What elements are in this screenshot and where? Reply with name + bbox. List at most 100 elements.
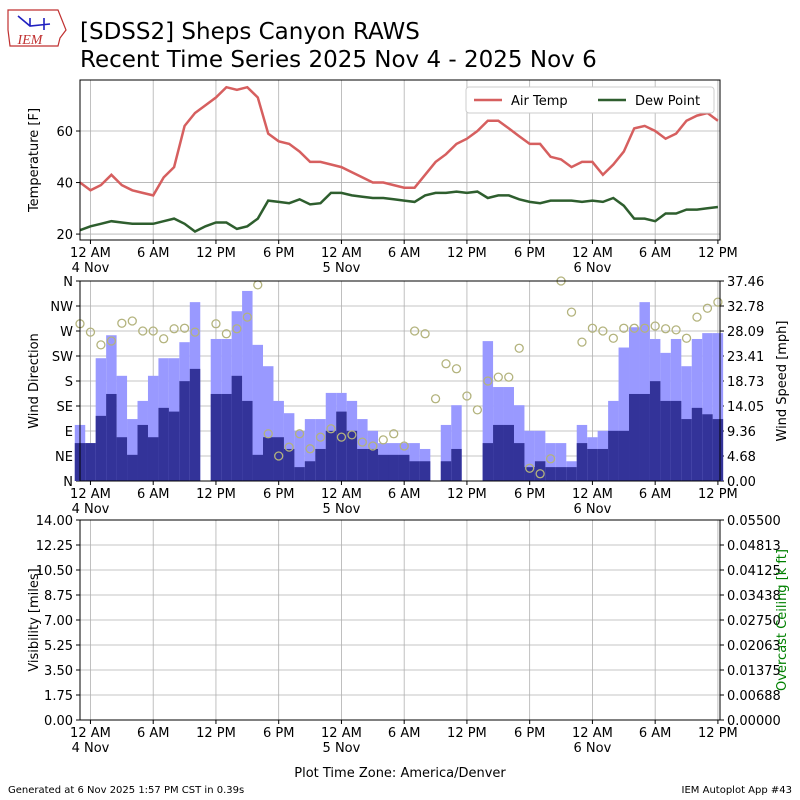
x-tick-label: 12 PM	[447, 487, 487, 502]
bar	[325, 430, 337, 481]
point	[85, 327, 96, 337]
x-tick-label: 12 PM	[196, 726, 236, 741]
plot-frame	[79, 280, 721, 482]
logo: IEM	[7, 9, 67, 48]
bar	[85, 443, 96, 481]
y-tick-label: S	[65, 375, 73, 390]
point	[598, 326, 608, 336]
legend: Air Temp Dew Point	[465, 86, 715, 114]
bar	[681, 419, 692, 481]
x-tick-label: 12 AM 5 Nov	[321, 726, 362, 756]
x-tick-label: 6 PM	[514, 487, 545, 502]
bar	[283, 448, 295, 481]
x-tick-label: 12 PM	[447, 246, 487, 261]
bar	[629, 393, 640, 481]
bar	[440, 424, 452, 481]
point	[106, 336, 117, 346]
bar	[545, 443, 556, 481]
bar	[231, 375, 243, 481]
bar	[670, 400, 682, 481]
y-axis-label: Visibility [miles]	[27, 568, 42, 671]
point	[347, 430, 357, 440]
bar	[147, 437, 159, 481]
footer-right: IEM Autoplot App #43	[682, 785, 792, 796]
x-tick-label: 6 AM	[388, 246, 421, 261]
bar	[242, 400, 253, 481]
point	[619, 323, 629, 333]
x-tick-label: 6 PM	[514, 726, 545, 741]
y2-tick-label: 0.04813	[727, 539, 781, 554]
point	[472, 405, 483, 415]
x-tick-label: 12 AM 6 Nov	[572, 726, 613, 756]
bar	[336, 411, 347, 481]
y-tick-label: 0.00	[44, 714, 73, 729]
bar	[712, 419, 724, 481]
x-tick-label: 12 AM 4 Nov	[70, 487, 111, 517]
plot-frame	[79, 79, 721, 241]
point	[702, 303, 713, 313]
bar	[608, 430, 619, 481]
footer-left: Generated at 6 Nov 2025 1:57 PM CST in 0…	[8, 785, 244, 796]
point	[179, 323, 190, 333]
bar	[597, 448, 609, 481]
bar	[649, 381, 661, 481]
point	[441, 359, 451, 369]
point	[713, 297, 723, 307]
bar	[482, 341, 494, 481]
bar	[116, 375, 128, 481]
bar	[493, 424, 504, 481]
bar	[639, 393, 650, 481]
x-tick-label: 6 PM	[514, 246, 545, 261]
x-tick-label: 6 AM	[137, 487, 170, 502]
point	[138, 326, 148, 336]
y-tick-label: 14.00	[36, 514, 73, 529]
point	[545, 454, 556, 464]
point	[420, 329, 430, 339]
y2-tick-label: 28.09	[727, 325, 764, 340]
legend-label: Dew Point	[635, 94, 700, 109]
point	[525, 463, 535, 473]
point	[389, 429, 399, 439]
y2-tick-label: 4.68	[727, 450, 756, 465]
bar	[503, 424, 514, 481]
point	[409, 326, 420, 336]
y2-tick-label: 0.00000	[727, 714, 781, 729]
point	[232, 324, 242, 334]
bar	[263, 366, 274, 481]
point	[378, 435, 388, 445]
bar	[147, 375, 159, 481]
point	[305, 444, 315, 454]
point	[451, 364, 462, 374]
y-tick-label: N	[63, 275, 73, 290]
point	[242, 312, 252, 322]
bar	[545, 467, 556, 481]
x-tick-label: 12 PM	[698, 487, 738, 502]
point	[681, 333, 692, 343]
bar	[304, 419, 316, 481]
x-tick-label: 12 PM	[698, 726, 738, 741]
point	[692, 312, 702, 322]
point	[169, 324, 179, 334]
bar	[263, 437, 274, 481]
point	[399, 441, 409, 451]
point	[514, 343, 524, 353]
bar	[294, 430, 305, 481]
point	[159, 334, 169, 344]
line-series	[79, 190, 719, 233]
title-line: [SDSS2] Sheps Canyon RAWS	[80, 19, 420, 45]
bar	[576, 443, 588, 481]
subplot: 12 AM 4 Nov 6 AM 12 PM 6 PM 12 AM 5 Nov 6 AM 12 …	[27, 79, 738, 276]
point	[294, 429, 305, 439]
point	[357, 437, 368, 447]
y2-tick-label: 23.41	[727, 350, 764, 365]
bar	[618, 430, 630, 481]
point	[608, 333, 618, 343]
y-tick-label: 7.00	[44, 614, 73, 629]
point	[284, 442, 294, 452]
bar	[106, 393, 117, 481]
x-tick-label: 12 AM 6 Nov	[572, 487, 613, 517]
bar	[346, 430, 358, 481]
bar	[702, 333, 713, 481]
x-tick-label: 6 AM	[639, 487, 672, 502]
